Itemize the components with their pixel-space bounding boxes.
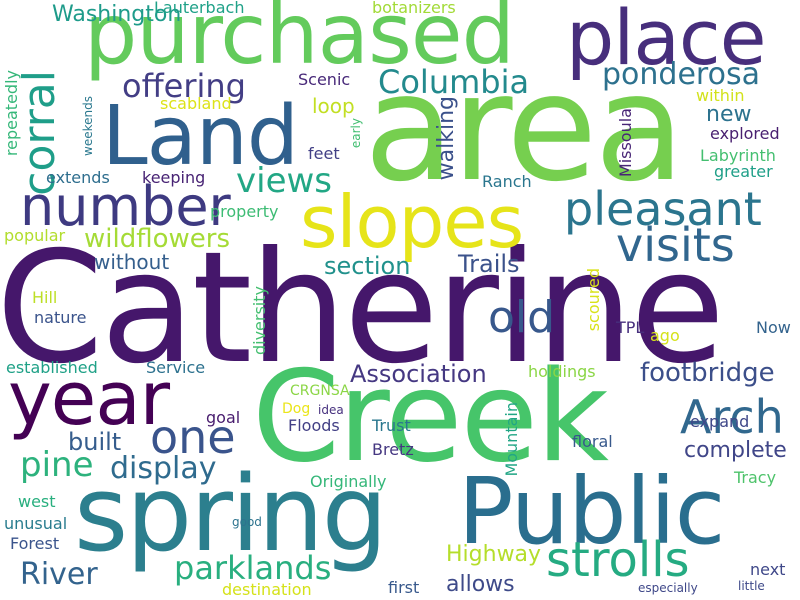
word-catherine: Catherine bbox=[0, 219, 725, 398]
word-tpl: TPL bbox=[616, 318, 645, 337]
word-display: display bbox=[110, 451, 217, 486]
word-floral: floral bbox=[572, 432, 613, 451]
word-explored: explored bbox=[710, 124, 780, 143]
word-pine: pine bbox=[20, 445, 94, 485]
word-arch: Arch bbox=[680, 390, 784, 444]
word-holdings: holdings bbox=[528, 362, 596, 381]
word-now: Now bbox=[756, 318, 791, 337]
word-unusual: unusual bbox=[4, 514, 68, 533]
word-columbia: Columbia bbox=[378, 63, 530, 101]
word-area: area bbox=[364, 42, 685, 214]
word-dog: Dog bbox=[282, 401, 311, 417]
word-number: number bbox=[20, 175, 231, 238]
word-offering: offering bbox=[122, 67, 246, 105]
word-expand: expand bbox=[690, 412, 750, 431]
word-crgnsa: CRGNSA bbox=[290, 383, 350, 399]
word-hill: Hill bbox=[32, 288, 58, 307]
word-built: built bbox=[68, 428, 122, 456]
word-missoula: Missoula bbox=[616, 108, 635, 178]
word-forest: Forest bbox=[10, 534, 60, 553]
word-botanizers: botanizers bbox=[372, 0, 456, 17]
word-parklands: parklands bbox=[174, 549, 332, 587]
word-year: year bbox=[8, 356, 170, 442]
word-land: Land bbox=[102, 89, 299, 184]
word-tracy: Tracy bbox=[734, 468, 777, 487]
word-popular: popular bbox=[4, 226, 66, 245]
word-washington: Washington bbox=[52, 2, 182, 27]
word-nature: nature bbox=[34, 308, 87, 327]
word-pleasant: pleasant bbox=[564, 182, 762, 236]
word-footbridge: footbridge bbox=[640, 358, 775, 388]
word-complete: complete bbox=[684, 438, 787, 463]
word-within: within bbox=[696, 86, 745, 105]
word-association: Association bbox=[350, 360, 487, 388]
word-ponderosa: ponderosa bbox=[602, 57, 760, 92]
word-loop: loop bbox=[312, 94, 355, 118]
word-property: property bbox=[210, 202, 279, 221]
word-extends: extends bbox=[46, 168, 110, 187]
word-slopes: slopes bbox=[300, 180, 524, 264]
word-originally: Originally bbox=[310, 472, 387, 491]
word-feet: feet bbox=[308, 144, 340, 163]
word-highway: Highway bbox=[446, 542, 542, 567]
word-next: next bbox=[750, 560, 786, 579]
word-purchased: purchased bbox=[84, 0, 515, 83]
word-repeatedly: repeatedly bbox=[2, 70, 21, 157]
word-especially: especially bbox=[638, 581, 698, 595]
word-destination: destination bbox=[222, 580, 312, 599]
word-scenic: Scenic bbox=[298, 70, 351, 89]
word-labyrinth: Labyrinth bbox=[700, 146, 776, 165]
word-ago: ago bbox=[650, 326, 680, 345]
word-floods: Floods bbox=[288, 416, 340, 435]
word-without: without bbox=[94, 250, 170, 274]
word-scoured: scoured bbox=[584, 268, 603, 332]
word-creek: Creek bbox=[252, 343, 609, 490]
word-early: early bbox=[349, 118, 363, 149]
word-bretz: Bretz bbox=[372, 440, 414, 459]
word-strolls: strolls bbox=[546, 532, 690, 588]
word-mountain: Mountain bbox=[502, 402, 521, 477]
word-allows: allows bbox=[446, 572, 515, 597]
word-trails: Trails bbox=[458, 250, 520, 278]
word-diversity: diversity bbox=[250, 286, 269, 356]
word-keeping: keeping bbox=[142, 168, 206, 187]
word-walking: walking bbox=[434, 96, 459, 181]
word-service: Service bbox=[146, 358, 206, 377]
word-weekends: weekends bbox=[81, 96, 95, 156]
word-west: west bbox=[18, 492, 56, 511]
word-greater: greater bbox=[714, 162, 773, 181]
word-little: little bbox=[738, 579, 765, 593]
word-place: place bbox=[566, 0, 766, 82]
word-public: Public bbox=[458, 458, 725, 565]
word-one: one bbox=[150, 410, 236, 464]
word-views: views bbox=[236, 161, 333, 201]
word-good: good bbox=[232, 515, 262, 529]
word-lauterbach: Lauterbach bbox=[154, 0, 245, 17]
word-established: established bbox=[6, 358, 98, 377]
word-goal: goal bbox=[206, 408, 241, 427]
word-new: new bbox=[706, 102, 752, 127]
word-idea: idea bbox=[318, 403, 344, 417]
word-old: old bbox=[488, 292, 556, 343]
word-section: section bbox=[324, 252, 411, 280]
word-spring: spring bbox=[74, 453, 388, 575]
word-river: River bbox=[20, 557, 98, 592]
word-scabland: scabland bbox=[160, 94, 232, 113]
word-first: first bbox=[388, 578, 420, 597]
word-ranch: Ranch bbox=[482, 172, 532, 191]
word-wildflowers: wildflowers bbox=[84, 224, 230, 254]
word-trust: Trust bbox=[372, 416, 411, 435]
word-visits: visits bbox=[616, 218, 735, 272]
